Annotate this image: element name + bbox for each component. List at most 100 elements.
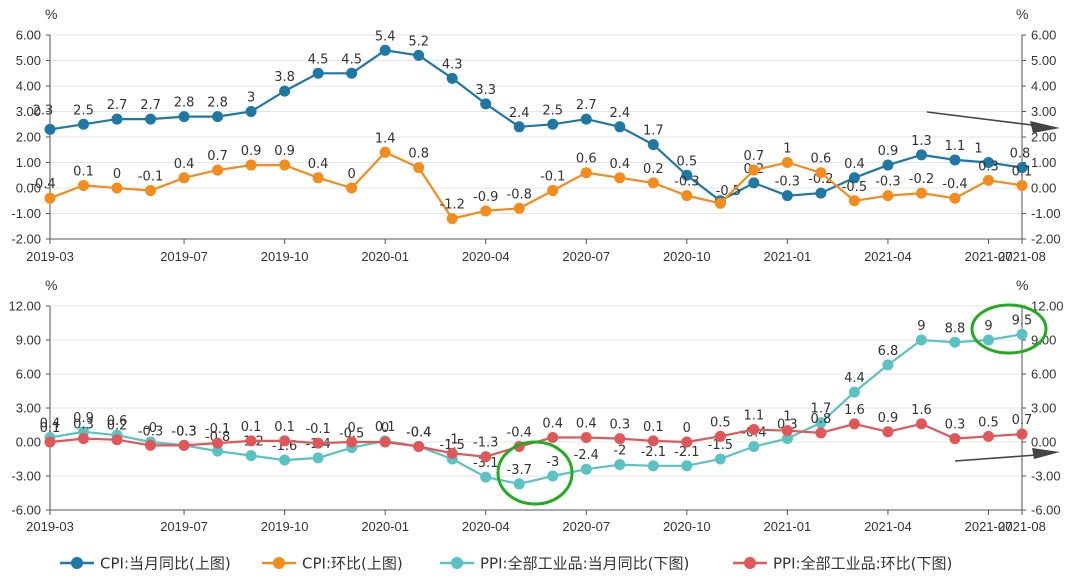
data-label: -2.1 [674,445,699,460]
data-point [446,447,458,459]
data-label: -0.2 [808,172,833,187]
data-label: 0.1 [1012,164,1033,179]
y-unit-left: % [45,277,57,293]
data-label: 1.6 [844,403,865,418]
data-label: -2.4 [574,448,599,463]
series-line-2 [49,150,1023,220]
data-point [1016,162,1028,174]
lower-panel: % %12.00 12.009.00 9.006.00 6.003.00 3.000.00… [8,277,1063,534]
data-label: 0.3 [978,159,999,174]
data-point [1016,179,1028,191]
y-tick-label-left: 3.00 [16,401,41,416]
data-point [748,164,760,176]
x-tick-label: 2021-04 [864,249,912,264]
x-tick-label: 2021-01 [764,249,812,264]
data-label: 9 [917,319,925,334]
highlight-circle-ppi-peak [970,303,1048,355]
data-label: 0.5 [978,415,999,430]
data-label: 0.8 [811,412,832,427]
x-tick-label: 2021-01 [764,519,812,534]
data-label: 1.7 [811,402,832,417]
data-label: 3 [247,91,255,106]
data-point [78,179,90,191]
data-label: -0.5 [716,184,741,199]
data-point [982,174,994,186]
data-point [580,431,592,443]
y-tick-label-right: 12.00 [1031,299,1064,314]
y-tick-label-right: 6.00 [1031,367,1056,382]
data-point [212,111,224,123]
data-point [279,454,291,466]
x-tick-label: 2020-07 [562,249,610,264]
data-point [614,459,626,471]
data-label: -1 [446,432,459,447]
y-tick-label-left: 0.00 [16,435,41,450]
data-point [312,172,324,184]
y-tick-label-right: -3.00 [1031,469,1061,484]
data-label: 0.9 [878,411,899,426]
y-tick-label-left: 5.00 [16,53,41,68]
data-point [647,435,659,447]
data-label: 2.5 [542,103,563,118]
data-point [44,123,56,135]
data-label: -0.3 [171,424,196,439]
y-tick-label-right: 3.00 [1031,104,1056,119]
data-label: -0.5 [339,427,364,442]
y-tick-label-left: -1.00 [11,206,41,221]
legend-label: PPI:全部工业品:环比(下图) [773,555,952,573]
data-label: 0.9 [73,411,94,426]
data-label: -0.1 [205,422,230,437]
data-point [714,453,726,465]
data-label: -1.5 [440,438,465,453]
data-label: -0.3 [171,424,196,439]
data-point [178,111,190,123]
y-tick-label-left: -2.00 [11,232,41,247]
data-label: 1.1 [744,409,765,424]
y-tick-label-right: 6.00 [1031,28,1056,43]
data-label: -0.8 [205,430,230,445]
data-point [312,67,324,79]
data-point [78,433,90,445]
data-point [614,433,626,445]
legend-marker [273,557,285,569]
data-point [949,154,961,166]
y-tick-label-right: 5.00 [1031,53,1056,68]
x-tick-label: 2019-07 [160,249,208,264]
data-point [781,433,793,445]
data-point [647,177,659,189]
data-label: 2.3 [33,103,54,118]
data-point [279,159,291,171]
data-point [312,452,324,464]
data-label: 0.6 [576,152,597,167]
data-label: 1 [783,142,791,157]
data-point [547,431,559,443]
data-label: 0.5 [676,154,697,169]
data-point [848,195,860,207]
data-point [212,445,224,457]
data-point [379,44,391,56]
data-label: 0.9 [878,144,899,159]
y-tick-label-left: 9.00 [16,333,41,348]
data-label: 1.7 [643,124,664,139]
data-label: 0.4 [542,416,563,431]
data-point [915,334,927,346]
data-label: -0.8 [507,187,532,202]
data-point [547,185,559,197]
data-label: -0.3 [775,175,800,190]
y-unit-right: % [1016,277,1028,293]
data-label: 0.3 [609,418,630,433]
data-label: 0.6 [107,414,128,429]
x-tick-label: 2020-04 [462,519,510,534]
y-tick-label-right: -1.00 [1031,206,1061,221]
data-label: 0.1 [73,164,94,179]
legend-label: PPI:全部工业品:当月同比(下图) [480,555,689,573]
x-tick-label: 2021-04 [864,519,912,534]
data-point [815,167,827,179]
data-point [1016,428,1028,440]
data-point [245,106,257,117]
data-label: -0.5 [842,180,867,195]
arrowhead-lower [1032,448,1060,459]
data-label: 0.4 [844,157,865,172]
